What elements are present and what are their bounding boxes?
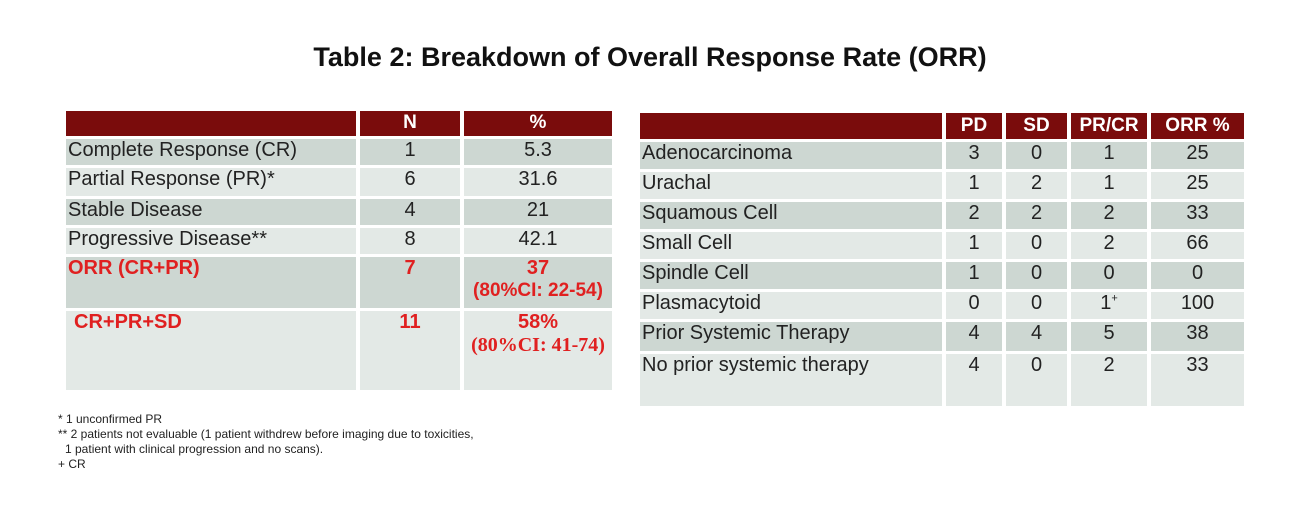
row-orr: 38 bbox=[1149, 320, 1244, 354]
orr-n: 7 bbox=[358, 255, 464, 311]
row-pd: 1 bbox=[944, 260, 1006, 292]
row-pr-cr: 0 bbox=[1069, 260, 1151, 292]
table-row: Squamous Cell 2 2 2 33 bbox=[640, 200, 1244, 232]
row-label: Complete Response (CR) bbox=[66, 137, 360, 168]
row-label: Prior Systemic Therapy bbox=[640, 320, 946, 354]
row-pd: 3 bbox=[944, 140, 1006, 172]
row-label: Small Cell bbox=[640, 230, 946, 262]
orr-percent-cell: 37 (80%CI: 22-54) bbox=[462, 255, 612, 311]
header-pr-cr: PR/CR bbox=[1069, 113, 1151, 142]
histology-response-table: PD SD PR/CR ORR % Adenocarcinoma 3 0 1 2… bbox=[640, 113, 1244, 409]
table-row: Progressive Disease** 8 42.1 bbox=[66, 226, 612, 257]
row-percent: 5.3 bbox=[462, 137, 612, 168]
row-sd: 0 bbox=[1004, 140, 1071, 172]
row-orr: 100 bbox=[1149, 290, 1244, 322]
row-pd: 4 bbox=[944, 320, 1006, 354]
row-percent: 21 bbox=[462, 197, 612, 228]
header-percent: % bbox=[462, 111, 612, 139]
footnote-cr: + CR bbox=[58, 457, 86, 471]
row-label: Partial Response (PR)* bbox=[66, 166, 360, 199]
cr-pr-sd-label: CR+PR+SD bbox=[66, 309, 360, 393]
orr-percent: 37 bbox=[526, 256, 550, 279]
header-blank-cell bbox=[640, 113, 946, 142]
header-pd: PD bbox=[944, 113, 1006, 142]
row-pr-cr: 2 bbox=[1069, 200, 1151, 232]
table-row: No prior systemic therapy 4 0 2 33 bbox=[640, 352, 1244, 409]
cr-pr-sd-percent: 58% bbox=[517, 310, 559, 333]
row-label: Squamous Cell bbox=[640, 200, 946, 232]
row-label: Progressive Disease** bbox=[66, 226, 360, 257]
row-label: Spindle Cell bbox=[640, 260, 946, 292]
orr-label: ORR (CR+PR) bbox=[66, 255, 360, 311]
orr-ci: (80%CI: 22-54) bbox=[473, 279, 603, 301]
table-header-row: N % bbox=[66, 111, 612, 139]
row-pr-cr: 2 bbox=[1069, 230, 1151, 262]
orr-row: ORR (CR+PR) 7 37 (80%CI: 22-54) bbox=[66, 255, 612, 311]
row-orr: 25 bbox=[1149, 140, 1244, 172]
footnote-unconfirmed-pr: * 1 unconfirmed PR bbox=[58, 412, 163, 426]
row-sd: 0 bbox=[1004, 352, 1071, 409]
row-n: 4 bbox=[358, 197, 464, 228]
header-sd: SD bbox=[1004, 113, 1071, 142]
pr-cr-value: 1 bbox=[1100, 291, 1112, 314]
row-orr: 0 bbox=[1149, 260, 1244, 292]
table-row: Plasmacytoid 0 0 1+ 100 bbox=[640, 290, 1244, 322]
row-n: 6 bbox=[358, 166, 464, 199]
cr-pr-sd-row: CR+PR+SD 11 58% (80%CI: 41-74) bbox=[66, 309, 612, 393]
row-label: Adenocarcinoma bbox=[640, 140, 946, 172]
row-orr: 33 bbox=[1149, 352, 1244, 409]
row-percent: 42.1 bbox=[462, 226, 612, 257]
row-label: Plasmacytoid bbox=[640, 290, 946, 322]
row-pd: 4 bbox=[944, 352, 1006, 409]
row-sd: 2 bbox=[1004, 170, 1071, 202]
row-pr-cr: 1 bbox=[1069, 140, 1151, 172]
row-orr: 25 bbox=[1149, 170, 1244, 202]
row-sd: 4 bbox=[1004, 320, 1071, 354]
table-row: Spindle Cell 1 0 0 0 bbox=[640, 260, 1244, 292]
cr-pr-sd-ci: (80%CI: 41-74) bbox=[471, 333, 605, 356]
row-label: No prior systemic therapy bbox=[640, 352, 946, 409]
table-row: Complete Response (CR) 1 5.3 bbox=[66, 137, 612, 168]
row-orr: 33 bbox=[1149, 200, 1244, 232]
table-row: Small Cell 1 0 2 66 bbox=[640, 230, 1244, 262]
table-row: Prior Systemic Therapy 4 4 5 38 bbox=[640, 320, 1244, 354]
row-sd: 2 bbox=[1004, 200, 1071, 232]
response-breakdown-table: N % Complete Response (CR) 1 5.3 Partial… bbox=[66, 111, 612, 393]
row-sd: 0 bbox=[1004, 290, 1071, 322]
table-row: Partial Response (PR)* 6 31.6 bbox=[66, 166, 612, 199]
row-pd: 1 bbox=[944, 230, 1006, 262]
header-blank-cell bbox=[66, 111, 360, 139]
row-pr-cr: 2 bbox=[1069, 352, 1151, 409]
row-pr-cr: 1 bbox=[1069, 170, 1151, 202]
row-pd: 1 bbox=[944, 170, 1006, 202]
table-row: Urachal 1 2 1 25 bbox=[640, 170, 1244, 202]
row-pr-cr: 1+ bbox=[1069, 290, 1151, 322]
row-label: Stable Disease bbox=[66, 197, 360, 228]
row-sd: 0 bbox=[1004, 260, 1071, 292]
row-orr: 66 bbox=[1149, 230, 1244, 262]
row-percent: 31.6 bbox=[462, 166, 612, 199]
row-pr-cr: 5 bbox=[1069, 320, 1151, 354]
cr-pr-sd-n: 11 bbox=[358, 309, 464, 393]
cr-pr-sd-percent-cell: 58% (80%CI: 41-74) bbox=[462, 309, 612, 393]
row-label: Urachal bbox=[640, 170, 946, 202]
cr-footnote-marker: + bbox=[1111, 291, 1118, 304]
footnote-not-evaluable: ** 2 patients not evaluable (1 patient w… bbox=[58, 427, 474, 441]
header-orr-percent: ORR % bbox=[1149, 113, 1244, 142]
table-row: Adenocarcinoma 3 0 1 25 bbox=[640, 140, 1244, 172]
table-header-row: PD SD PR/CR ORR % bbox=[640, 113, 1244, 142]
page-title: Table 2: Breakdown of Overall Response R… bbox=[313, 42, 987, 72]
row-n: 8 bbox=[358, 226, 464, 257]
row-n: 1 bbox=[358, 137, 464, 168]
table-row: Stable Disease 4 21 bbox=[66, 197, 612, 228]
header-n: N bbox=[358, 111, 464, 139]
footnotes: * 1 unconfirmed PR ** 2 patients not eva… bbox=[58, 412, 474, 472]
row-sd: 0 bbox=[1004, 230, 1071, 262]
row-pd: 0 bbox=[944, 290, 1006, 322]
row-pd: 2 bbox=[944, 200, 1006, 232]
footnote-not-evaluable-cont: 1 patient with clinical progression and … bbox=[65, 442, 324, 456]
